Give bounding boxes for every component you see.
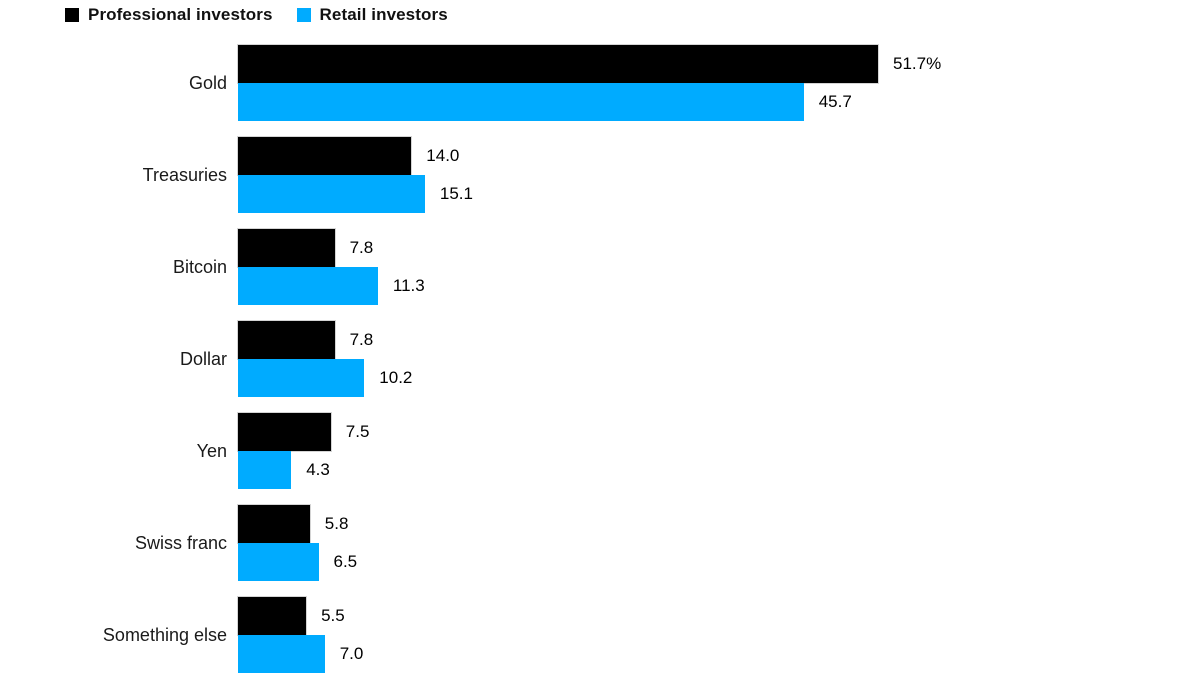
bar-retail <box>238 83 804 121</box>
bar-group: 7.5 4.3 <box>238 413 1200 489</box>
bar-line: 14.0 <box>238 137 1200 175</box>
bar-retail <box>238 543 319 581</box>
legend-item-retail: Retail investors <box>296 5 448 25</box>
value-label: 5.8 <box>324 514 349 533</box>
value-label: 10.2 <box>379 368 413 387</box>
chart-row: Bitcoin 7.8 11.3 <box>0 229 1200 305</box>
value-label: 45.7 <box>818 92 852 111</box>
value-label: 7.5 <box>345 422 370 441</box>
bar-group: 5.8 6.5 <box>238 505 1200 581</box>
category-label: Bitcoin <box>172 256 227 277</box>
bar-line: 5.8 <box>238 505 1200 543</box>
bar-line: 11.3 <box>238 267 1200 305</box>
bar-professional <box>238 597 307 635</box>
chart-row: Yen 7.5 4.3 <box>0 413 1200 489</box>
bar-line: 51.7% <box>238 45 1200 83</box>
bar-line: 7.5 <box>238 413 1200 451</box>
value-label: 7.8 <box>349 238 374 257</box>
bar-group: 7.8 10.2 <box>238 321 1200 397</box>
chart-row: Something else 5.5 7.0 <box>0 597 1200 673</box>
category-label: Dollar <box>179 348 227 369</box>
bar-line: 4.3 <box>238 451 1200 489</box>
value-label: 5.5 <box>321 606 345 625</box>
bar-professional <box>238 137 412 175</box>
value-label: 15.1 <box>439 184 473 203</box>
bar-line: 5.5 <box>238 597 1200 635</box>
bar-line: 6.5 <box>238 543 1200 581</box>
legend-label-professional: Professional investors <box>88 5 273 24</box>
category-label: Yen <box>196 440 227 461</box>
legend-swatch-professional-icon <box>65 8 79 22</box>
bar-professional <box>238 321 335 359</box>
category-label: Something else <box>102 624 227 645</box>
bar-professional <box>238 505 310 543</box>
legend-item-professional: Professional investors <box>65 5 273 25</box>
category-label: Swiss franc <box>134 532 227 553</box>
legend-label-retail: Retail investors <box>319 5 448 24</box>
chart-legend: Professional investors Retail investors <box>65 4 1200 26</box>
value-label: 6.5 <box>333 552 358 571</box>
bar-retail <box>238 267 378 305</box>
category-label: Treasuries <box>142 164 227 185</box>
bar-line: 7.8 <box>238 321 1200 359</box>
bar-line: 45.7 <box>238 83 1200 121</box>
chart-row: Swiss franc 5.8 6.5 <box>0 505 1200 581</box>
bar-line: 15.1 <box>238 175 1200 213</box>
chart-row: Treasuries 14.0 15.1 <box>0 137 1200 213</box>
value-label: 7.0 <box>339 644 364 663</box>
bar-group: 14.0 15.1 <box>238 137 1200 213</box>
bar-professional <box>238 413 331 451</box>
value-label: 11.3 <box>392 276 425 295</box>
bar-group: 51.7% 45.7 <box>238 45 1200 121</box>
bar-line: 7.0 <box>238 635 1200 673</box>
value-label: 4.3 <box>306 460 330 479</box>
bar-retail <box>238 359 365 397</box>
bar-line: 10.2 <box>238 359 1200 397</box>
value-label: 7.8 <box>349 330 374 349</box>
bar-group: 5.5 7.0 <box>238 597 1200 673</box>
bar-retail <box>238 175 425 213</box>
chart-plot-area: Gold 51.7% 45.7 Treasuries 14.0 15.1 Bitcoin 7.… <box>0 45 1200 673</box>
bar-retail <box>238 635 325 673</box>
legend-swatch-retail-icon <box>296 8 311 22</box>
category-label: Gold <box>188 72 227 93</box>
chart-row: Gold 51.7% 45.7 <box>0 45 1200 121</box>
bar-retail <box>238 451 292 489</box>
bar-professional <box>238 229 335 267</box>
bar-group: 7.8 11.3 <box>238 229 1200 305</box>
bar-professional <box>238 45 878 83</box>
chart-row: Dollar 7.8 10.2 <box>0 321 1200 397</box>
value-label: 51.7% <box>893 54 942 73</box>
bar-line: 7.8 <box>238 229 1200 267</box>
value-label: 14.0 <box>426 146 460 165</box>
